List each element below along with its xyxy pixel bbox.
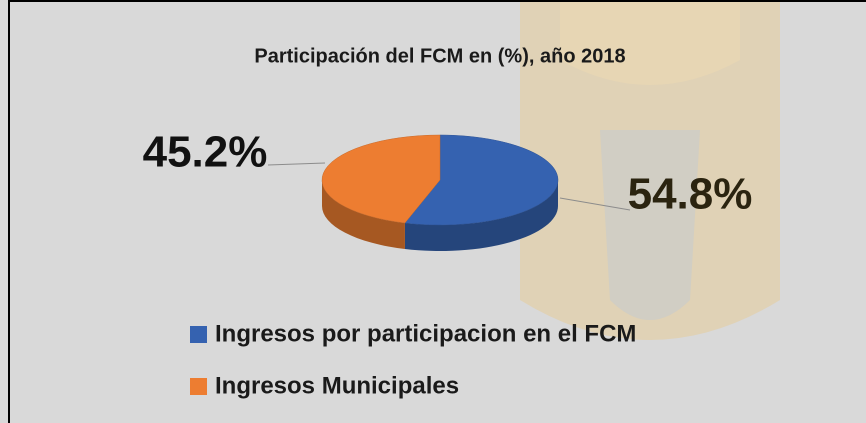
- legend-label: Ingresos por participacion en el FCM: [215, 320, 636, 347]
- watermark: [600, 130, 700, 320]
- watermark: [560, 0, 740, 85]
- legend-label: Ingresos Municipales: [215, 372, 459, 399]
- data-label: 54.8%: [628, 170, 753, 219]
- legend-swatch: [190, 378, 207, 395]
- chart: Participación del FCM en (%), año 2018 5…: [0, 0, 866, 423]
- legend-swatch: [190, 326, 207, 343]
- chart-title: Participación del FCM en (%), año 2018: [254, 45, 625, 67]
- data-label: 45.2%: [143, 128, 268, 177]
